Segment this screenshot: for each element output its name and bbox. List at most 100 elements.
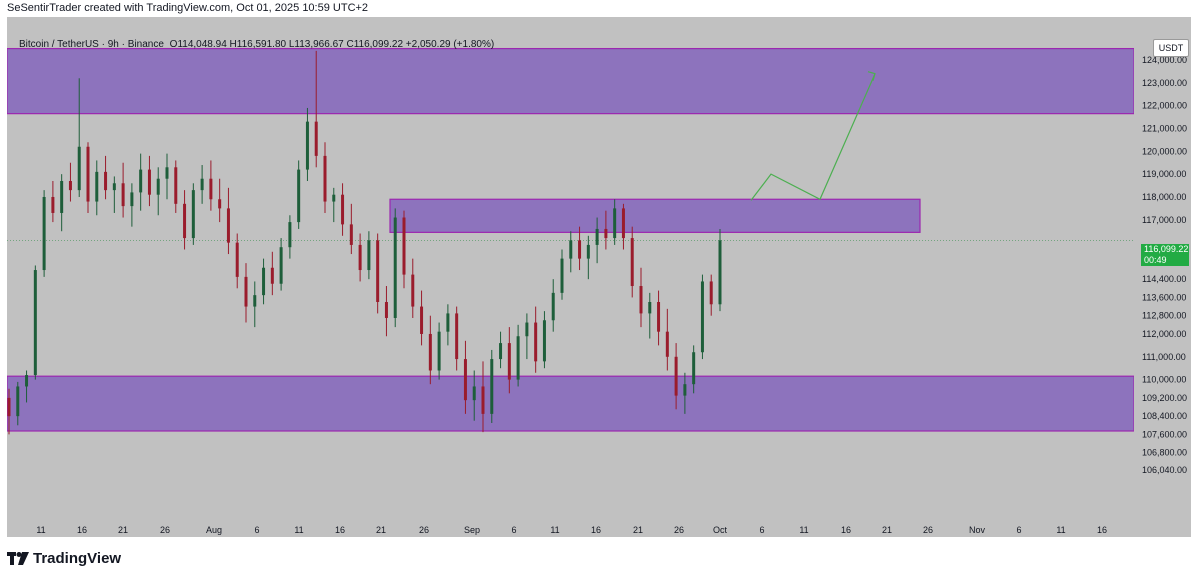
candle[interactable] — [262, 258, 266, 305]
candle[interactable] — [95, 160, 99, 216]
candle[interactable] — [507, 327, 511, 394]
candle-body — [60, 180, 64, 213]
candle[interactable] — [51, 180, 55, 223]
candle[interactable] — [455, 306, 459, 371]
candle-body — [314, 121, 318, 156]
candle[interactable] — [218, 178, 222, 223]
candle[interactable] — [314, 50, 318, 168]
candle[interactable] — [472, 370, 476, 421]
time-tick-label: 21 — [882, 525, 892, 535]
candle[interactable] — [130, 183, 134, 227]
supply-zone-top[interactable] — [7, 47, 1135, 115]
candle[interactable] — [560, 249, 564, 300]
candle[interactable] — [147, 155, 151, 207]
candle[interactable] — [156, 167, 160, 216]
time-tick-label: 11 — [294, 525, 303, 535]
candle[interactable] — [411, 258, 415, 318]
candle[interactable] — [613, 199, 617, 245]
candle[interactable] — [60, 174, 64, 232]
candle[interactable] — [630, 226, 634, 298]
price-tick-label: 107,600.00 — [1142, 429, 1187, 439]
candle[interactable] — [604, 210, 608, 250]
candle[interactable] — [183, 190, 187, 250]
candle[interactable] — [279, 238, 283, 291]
candle[interactable] — [341, 183, 345, 236]
candle[interactable] — [191, 183, 195, 245]
candle[interactable] — [542, 311, 546, 369]
time-tick-label: 21 — [118, 525, 128, 535]
candle[interactable] — [376, 233, 380, 314]
candle[interactable] — [595, 217, 599, 264]
candle[interactable] — [42, 190, 46, 277]
candle[interactable] — [700, 274, 704, 360]
candle[interactable] — [718, 228, 722, 312]
candlestick-chart[interactable]: 124,000.00 123,000.00 122,000.00 121,000.00… — [7, 17, 1191, 537]
candle[interactable] — [639, 267, 643, 328]
candle[interactable] — [463, 340, 467, 414]
candle[interactable] — [323, 142, 327, 213]
currency-button[interactable]: USDT — [1153, 39, 1189, 57]
candle[interactable] — [112, 176, 116, 213]
candle[interactable] — [420, 290, 424, 346]
candle[interactable] — [648, 292, 652, 339]
candle[interactable] — [139, 153, 143, 211]
candle[interactable] — [235, 233, 239, 289]
candle[interactable] — [384, 286, 388, 337]
projection-path[interactable] — [750, 73, 876, 201]
candle[interactable] — [174, 160, 178, 213]
candle-body — [323, 155, 327, 202]
candle[interactable] — [33, 265, 37, 380]
candle[interactable] — [270, 251, 274, 296]
candle[interactable] — [367, 231, 371, 280]
candle[interactable] — [349, 203, 353, 255]
chart-area[interactable]: 124,000.00 123,000.00 122,000.00 121,000.00… — [7, 17, 1191, 537]
candle[interactable] — [68, 162, 72, 202]
candle[interactable] — [77, 78, 81, 197]
candle[interactable] — [244, 263, 248, 323]
candle-body — [455, 313, 459, 360]
candle[interactable] — [437, 322, 441, 380]
footer-brand[interactable]: TradingView — [7, 548, 121, 568]
candle[interactable] — [200, 165, 204, 204]
candle[interactable] — [586, 235, 590, 280]
candle[interactable] — [253, 281, 257, 328]
last-price-value: 116,099.22 — [1144, 244, 1189, 254]
candle[interactable] — [525, 313, 529, 360]
candle[interactable] — [393, 208, 397, 328]
candle[interactable] — [490, 349, 494, 423]
candle[interactable] — [657, 290, 661, 346]
candle[interactable] — [709, 274, 713, 316]
candle[interactable] — [402, 210, 406, 289]
time-tick-label: Nov — [969, 525, 986, 535]
demand-zone-bottom[interactable] — [7, 375, 1135, 432]
candle[interactable] — [332, 187, 336, 223]
candle[interactable] — [121, 162, 125, 218]
candle[interactable] — [674, 343, 678, 410]
candle[interactable] — [621, 203, 625, 250]
candle[interactable] — [516, 324, 520, 387]
candle[interactable] — [209, 160, 213, 211]
candle[interactable] — [297, 160, 301, 229]
candle[interactable] — [499, 331, 503, 369]
candle[interactable] — [551, 279, 555, 332]
resistance-zone-mid[interactable] — [389, 198, 921, 233]
candle[interactable] — [226, 187, 230, 255]
candle[interactable] — [428, 315, 432, 385]
candle[interactable] — [569, 231, 573, 273]
candle[interactable] — [446, 304, 450, 346]
candle[interactable] — [16, 381, 20, 426]
candle[interactable] — [7, 388, 11, 435]
candle[interactable] — [86, 142, 90, 213]
candle[interactable] — [578, 226, 582, 271]
candle[interactable] — [358, 233, 362, 282]
candle[interactable] — [165, 153, 169, 200]
candle[interactable] — [305, 107, 309, 181]
candle[interactable] — [692, 345, 696, 394]
candle[interactable] — [683, 372, 687, 414]
candle[interactable] — [25, 370, 29, 403]
candle[interactable] — [665, 308, 669, 371]
candle[interactable] — [481, 361, 485, 433]
candle[interactable] — [104, 155, 108, 200]
candle[interactable] — [534, 306, 538, 373]
candle[interactable] — [288, 215, 292, 259]
